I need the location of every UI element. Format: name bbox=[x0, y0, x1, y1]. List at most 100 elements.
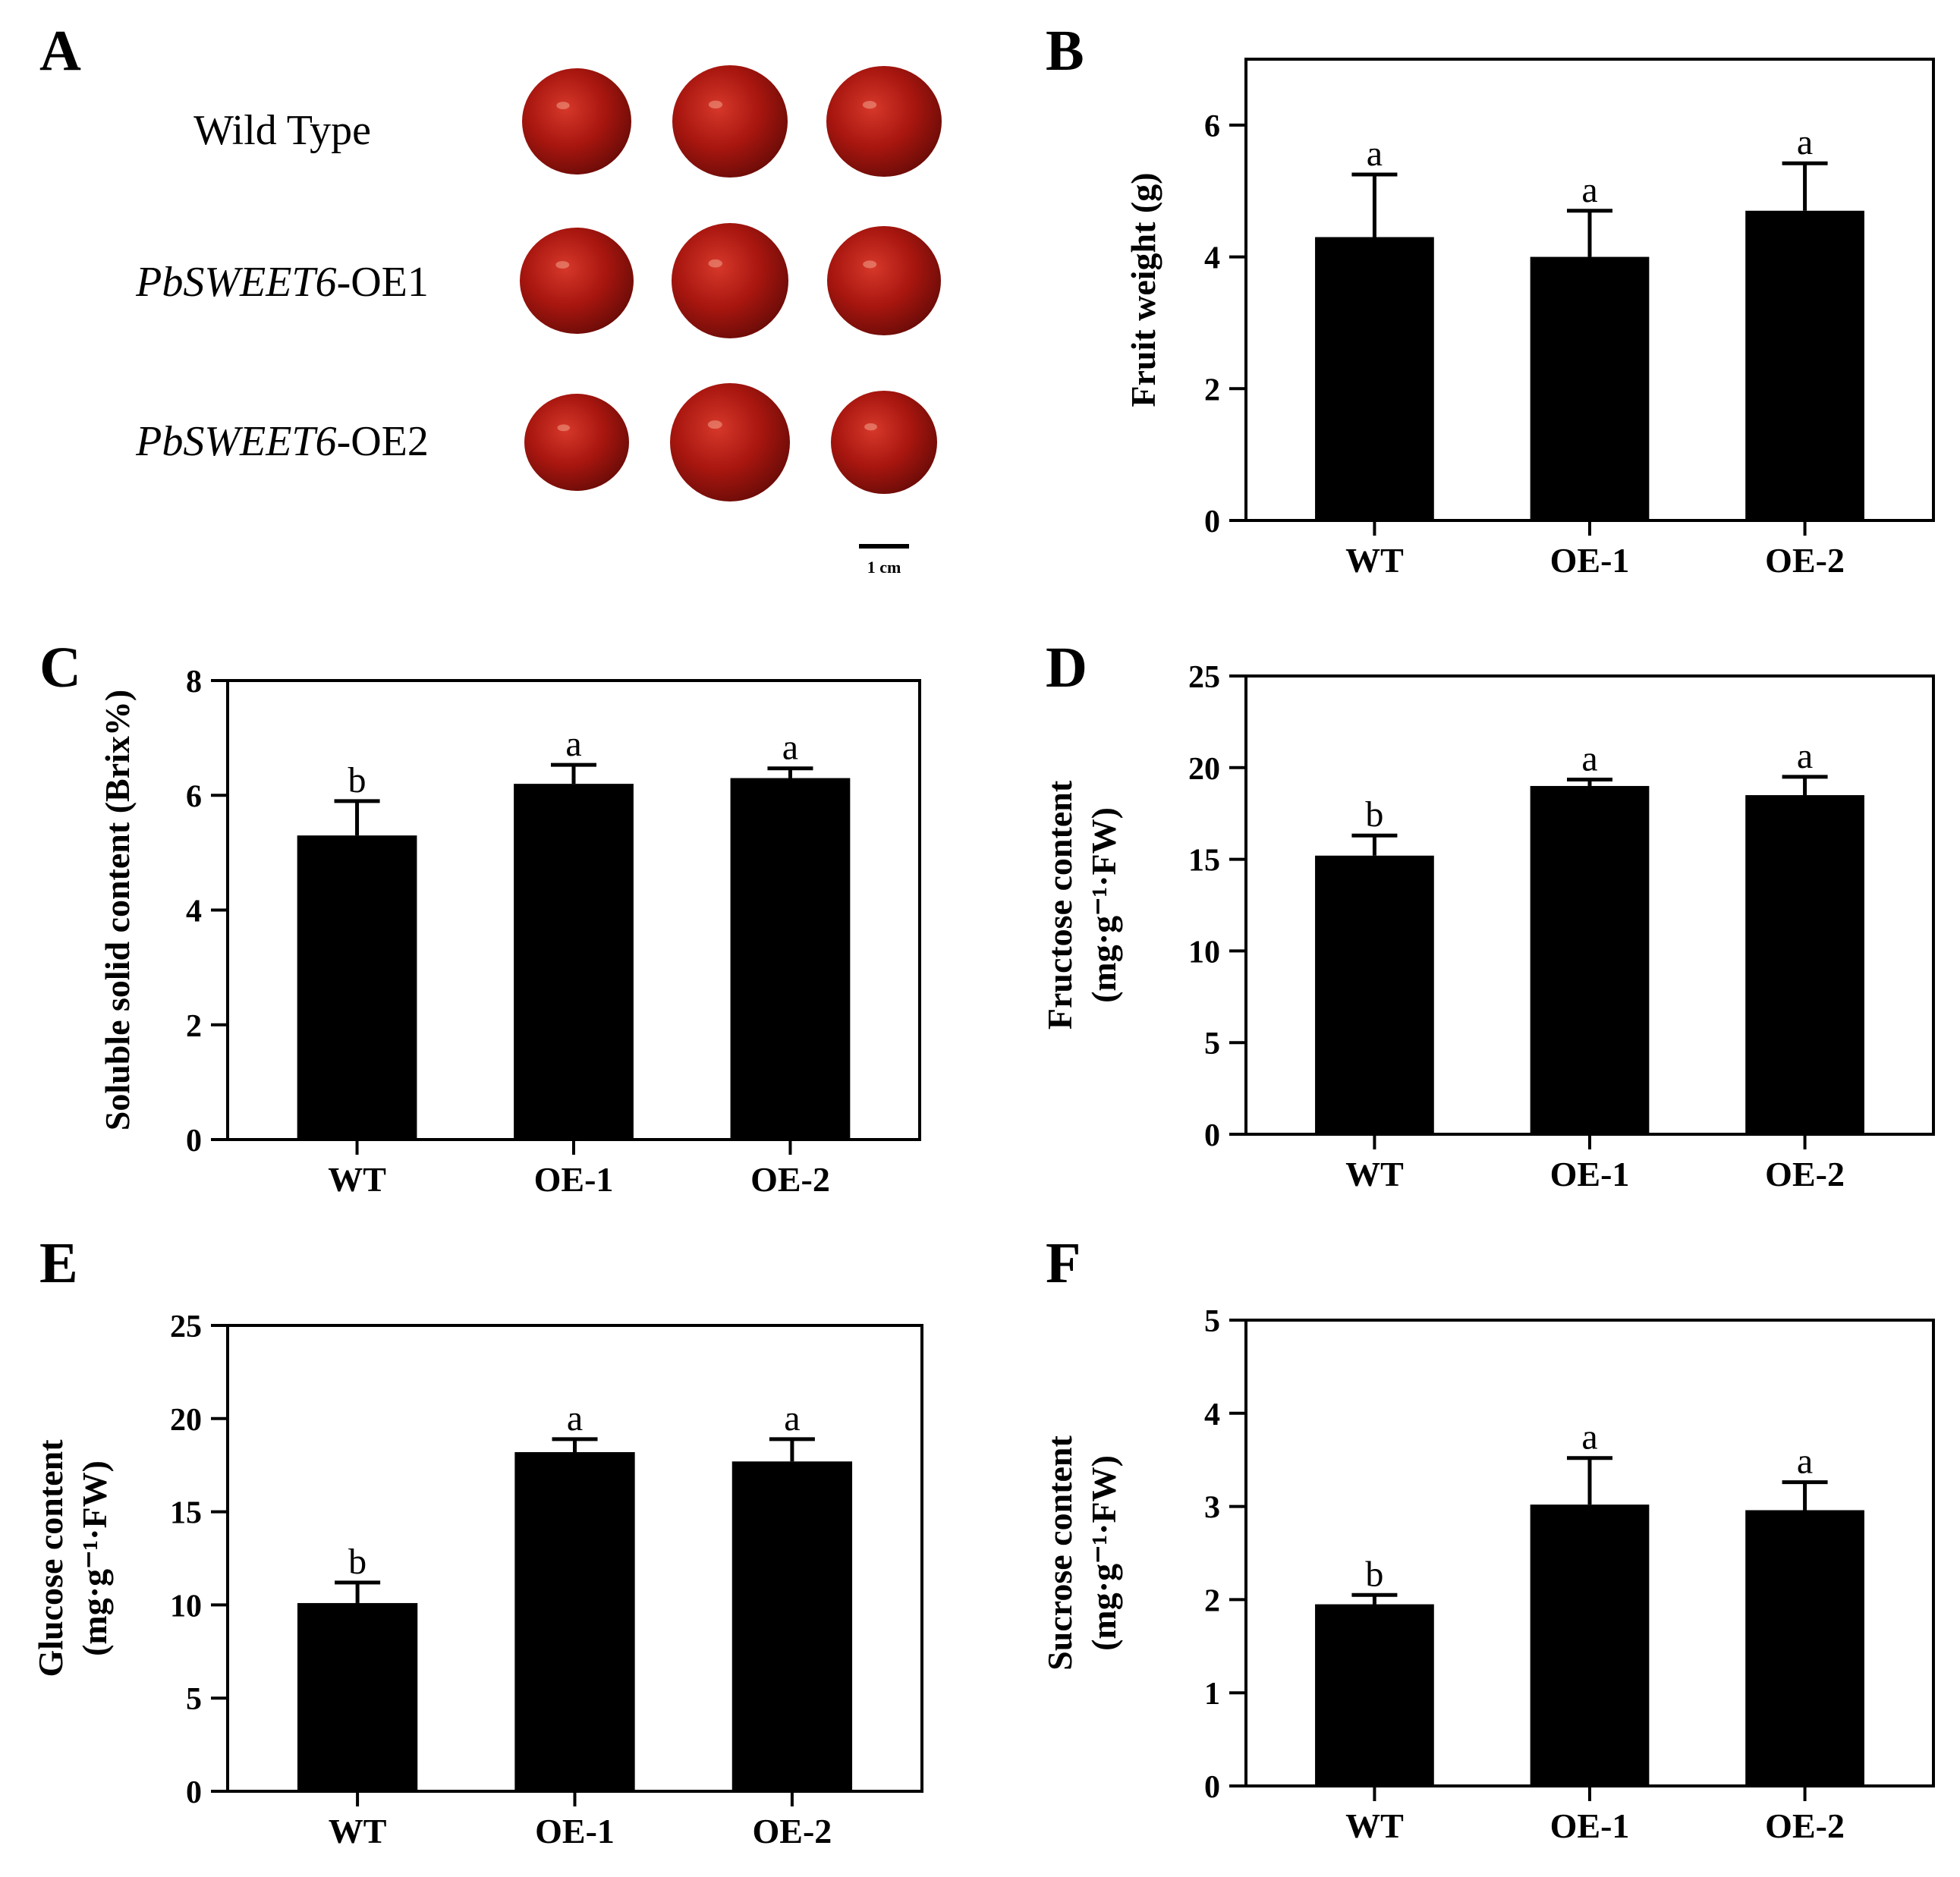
y-tick-label-f-3: 3 bbox=[1204, 1491, 1220, 1526]
significance-label-d-oe-2: a bbox=[1797, 736, 1813, 776]
scale-bar-label: 1 cm bbox=[867, 558, 901, 577]
bar-b-oe-2 bbox=[1745, 210, 1864, 520]
y-tick-label-d-0: 0 bbox=[1204, 1118, 1220, 1153]
row-label-wild-type: Wild Type bbox=[193, 107, 371, 154]
x-tick-label-b-oe-2: OE-2 bbox=[1765, 541, 1845, 580]
bar-c-wt bbox=[297, 835, 417, 1140]
y-tick-label-b-6: 6 bbox=[1204, 109, 1220, 144]
x-tick-label-f-wt: WT bbox=[1345, 1806, 1404, 1845]
significance-label-c-oe-1: a bbox=[565, 724, 581, 764]
significance-label-c-oe-2: a bbox=[782, 728, 798, 768]
panel-letter-f: F bbox=[1046, 1231, 1081, 1295]
x-tick-label-c-oe-2: OE-2 bbox=[750, 1160, 830, 1199]
fruit-r3-c2 bbox=[670, 383, 790, 501]
x-tick-label-b-oe-1: OE-1 bbox=[1550, 541, 1630, 580]
y-tick-label-f-0: 0 bbox=[1204, 1770, 1220, 1805]
bar-d-wt bbox=[1315, 855, 1434, 1134]
fruit-r1-c2 bbox=[672, 65, 788, 178]
fruit-highlight-r2-c2 bbox=[708, 259, 722, 268]
bar-c-oe-2 bbox=[730, 778, 851, 1140]
panel-letter-d: D bbox=[1046, 636, 1087, 700]
y-tick-label-b-0: 0 bbox=[1204, 505, 1220, 539]
chart-panel-d: 0 5 10 15 20 25 Fructose content (mg·g⁻¹·FW) b WT… bbox=[1040, 660, 1935, 1193]
significance-label-f-wt: b bbox=[1365, 1554, 1383, 1594]
panel-letter-b: B bbox=[1046, 19, 1084, 83]
y-tick-label-f-5: 5 bbox=[1204, 1304, 1220, 1339]
chart-panel-b: 0 2 4 6 Fruit weight (g) a WT a OE-1 a OE-2 bbox=[1124, 58, 1935, 580]
y-tick-label-e-15: 15 bbox=[170, 1496, 202, 1531]
y-tick-label-e-5: 5 bbox=[186, 1682, 202, 1717]
y-tick-label-d-5: 5 bbox=[1204, 1027, 1220, 1061]
fruit-highlight-r1-c2 bbox=[708, 100, 723, 108]
significance-label-e-wt: b bbox=[348, 1542, 367, 1582]
y-tick-label-f-1: 1 bbox=[1204, 1677, 1220, 1712]
y-axis-label-e-line1: Glucose content bbox=[31, 1439, 70, 1677]
bar-b-wt bbox=[1315, 237, 1434, 520]
row-label-oe1: PbSWEET6-OE1 bbox=[135, 259, 429, 306]
fruit-highlight-r3-c1 bbox=[557, 424, 571, 432]
significance-label-b-oe-1: a bbox=[1581, 170, 1597, 210]
fruit-highlight-r2-c1 bbox=[555, 261, 570, 269]
bar-e-oe-2 bbox=[731, 1461, 853, 1791]
y-tick-label-f-2: 2 bbox=[1204, 1583, 1220, 1618]
y-tick-label-e-10: 10 bbox=[170, 1589, 202, 1624]
y-axis-label-f-line1: Sucrose content bbox=[1040, 1435, 1079, 1671]
x-tick-label-e-wt: WT bbox=[329, 1812, 387, 1850]
row-label-oe2: PbSWEET6-OE2 bbox=[135, 418, 429, 465]
bar-b-oe-1 bbox=[1530, 256, 1650, 520]
y-axis-label-c: Soluble solid content (Brix%) bbox=[98, 690, 137, 1130]
x-tick-label-e-oe-2: OE-2 bbox=[753, 1812, 832, 1850]
fruit-r1-c1 bbox=[522, 68, 631, 174]
significance-label-e-oe-1: a bbox=[567, 1398, 583, 1438]
fruit-highlight-r2-c3 bbox=[863, 260, 877, 269]
y-tick-label-e-0: 0 bbox=[186, 1775, 202, 1810]
fruit-photos bbox=[520, 65, 942, 501]
y-tick-label-c-8: 8 bbox=[186, 665, 202, 700]
panel-letter-c: C bbox=[39, 636, 81, 700]
x-tick-label-f-oe-2: OE-2 bbox=[1765, 1806, 1845, 1845]
y-tick-label-d-10: 10 bbox=[1188, 935, 1220, 970]
y-tick-label-d-25: 25 bbox=[1188, 660, 1220, 695]
y-tick-label-d-15: 15 bbox=[1188, 844, 1220, 879]
significance-label-e-oe-2: a bbox=[784, 1398, 800, 1438]
bar-d-oe-1 bbox=[1530, 785, 1650, 1134]
y-axis-label-e-line2: (mg·g⁻¹·FW) bbox=[75, 1460, 114, 1656]
bar-d-oe-2 bbox=[1745, 795, 1864, 1134]
significance-label-f-oe-1: a bbox=[1581, 1417, 1597, 1457]
significance-label-c-wt: b bbox=[348, 760, 367, 800]
y-tick-label-b-2: 2 bbox=[1204, 373, 1220, 407]
x-tick-label-c-oe-1: OE-1 bbox=[534, 1160, 614, 1199]
fruit-r1-c3 bbox=[826, 66, 942, 177]
y-tick-label-f-4: 4 bbox=[1204, 1398, 1220, 1432]
y-tick-label-c-2: 2 bbox=[186, 1009, 202, 1044]
x-tick-label-d-oe-1: OE-1 bbox=[1550, 1155, 1630, 1193]
significance-label-f-oe-2: a bbox=[1797, 1442, 1813, 1482]
x-tick-label-c-wt: WT bbox=[328, 1160, 386, 1199]
fruit-highlight-r1-c1 bbox=[556, 102, 570, 109]
panel-letter-a: A bbox=[39, 19, 81, 83]
fruit-r3-c1 bbox=[524, 394, 629, 491]
x-tick-label-d-wt: WT bbox=[1345, 1155, 1404, 1193]
y-tick-label-b-4: 4 bbox=[1204, 241, 1220, 276]
x-tick-label-e-oe-1: OE-1 bbox=[535, 1812, 615, 1850]
bar-charts: 0 2 4 6 Fruit weight (g) a WT a OE-1 a OE-2 0 2 4 6 8 So… bbox=[31, 58, 1935, 1850]
x-tick-label-b-wt: WT bbox=[1345, 541, 1404, 580]
significance-label-d-oe-1: a bbox=[1581, 739, 1597, 779]
bar-f-wt bbox=[1315, 1604, 1434, 1786]
bar-c-oe-1 bbox=[514, 784, 634, 1140]
fruit-r2-c1 bbox=[520, 228, 634, 334]
y-tick-label-c-4: 4 bbox=[186, 894, 202, 929]
y-axis-label-d-line1: Fructose content bbox=[1040, 780, 1079, 1030]
y-tick-label-d-20: 20 bbox=[1188, 752, 1220, 787]
y-tick-label-c-0: 0 bbox=[186, 1124, 202, 1159]
bar-f-oe-2 bbox=[1745, 1510, 1864, 1786]
bar-f-oe-1 bbox=[1530, 1504, 1650, 1786]
x-tick-label-d-oe-2: OE-2 bbox=[1765, 1155, 1845, 1193]
significance-label-b-oe-2: a bbox=[1797, 122, 1813, 162]
y-tick-label-e-25: 25 bbox=[170, 1309, 202, 1344]
chart-panel-c: 0 2 4 6 8 Soluble solid content (Brix%) b WT a OE… bbox=[98, 665, 921, 1199]
bar-e-oe-1 bbox=[514, 1452, 635, 1791]
fruit-r2-c3 bbox=[827, 226, 941, 335]
chart-panel-e: 0 5 10 15 20 25 Glucose content (mg·g⁻¹·FW) b WT a… bbox=[31, 1309, 923, 1850]
significance-label-d-wt: b bbox=[1365, 794, 1383, 835]
